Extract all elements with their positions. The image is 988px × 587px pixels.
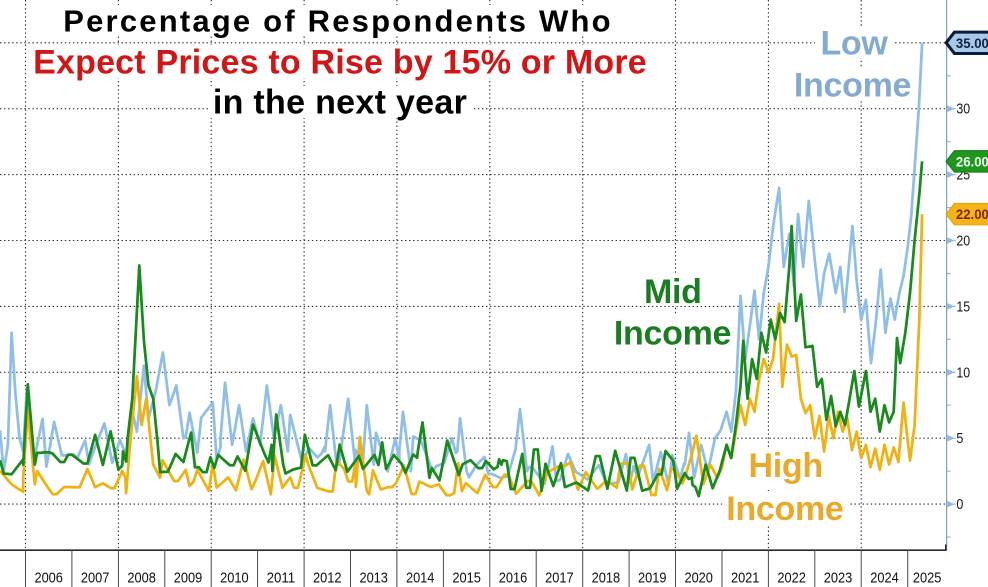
svg-text:2006: 2006 — [34, 569, 63, 586]
svg-text:in the next year: in the next year — [213, 83, 467, 121]
svg-text:2014: 2014 — [406, 569, 435, 586]
svg-text:2011: 2011 — [267, 569, 296, 586]
svg-text:2008: 2008 — [127, 569, 156, 586]
svg-text:22.00: 22.00 — [956, 206, 988, 222]
svg-text:10: 10 — [956, 365, 970, 381]
svg-text:2009: 2009 — [174, 569, 203, 586]
svg-text:20: 20 — [956, 234, 970, 250]
svg-text:35.00: 35.00 — [956, 35, 988, 51]
svg-text:2025: 2025 — [913, 569, 942, 586]
svg-text:Mid: Mid — [644, 273, 702, 311]
svg-text:5: 5 — [956, 431, 963, 447]
svg-text:0: 0 — [956, 497, 963, 513]
svg-text:26.00: 26.00 — [956, 153, 988, 169]
svg-text:2022: 2022 — [777, 569, 806, 586]
svg-text:Income: Income — [794, 66, 911, 104]
svg-text:High: High — [749, 447, 823, 485]
svg-text:Income: Income — [614, 314, 731, 352]
svg-text:Expect Prices to Rise by 15% o: Expect Prices to Rise by 15% or More — [33, 44, 647, 82]
svg-text:2013: 2013 — [359, 569, 388, 586]
svg-text:2010: 2010 — [220, 569, 249, 586]
svg-text:2019: 2019 — [638, 569, 667, 586]
svg-text:Income: Income — [726, 490, 843, 528]
svg-text:2018: 2018 — [592, 569, 621, 586]
svg-text:2021: 2021 — [731, 569, 760, 586]
svg-text:30: 30 — [956, 102, 970, 118]
svg-text:2020: 2020 — [684, 569, 713, 586]
svg-text:2024: 2024 — [870, 569, 899, 586]
svg-text:Low: Low — [820, 25, 888, 63]
svg-text:Percentage of Respondents Who: Percentage of Respondents Who — [63, 4, 613, 39]
svg-text:2015: 2015 — [452, 569, 481, 586]
svg-text:15: 15 — [956, 299, 970, 315]
svg-text:2012: 2012 — [313, 569, 342, 586]
svg-text:2023: 2023 — [824, 569, 853, 586]
svg-text:2007: 2007 — [81, 569, 110, 586]
svg-text:2017: 2017 — [545, 569, 574, 586]
svg-text:2016: 2016 — [499, 569, 528, 586]
